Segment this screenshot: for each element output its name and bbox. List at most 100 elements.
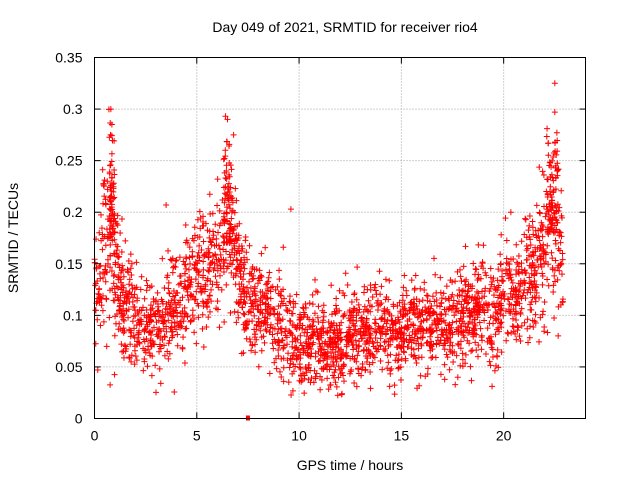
data-point — [107, 106, 114, 113]
data-point — [136, 306, 143, 313]
data-point — [374, 339, 381, 346]
data-point — [400, 312, 407, 319]
data-point — [326, 324, 333, 331]
data-point — [351, 356, 358, 363]
data-point — [487, 274, 494, 281]
data-point — [481, 317, 488, 324]
data-point — [164, 272, 171, 279]
data-point — [258, 250, 265, 257]
data-point — [443, 306, 450, 313]
data-point — [340, 290, 347, 297]
data-point — [111, 271, 118, 278]
data-point — [473, 331, 480, 338]
data-point — [345, 332, 352, 339]
data-point — [475, 271, 482, 278]
data-point — [195, 271, 202, 278]
data-point — [554, 167, 561, 174]
data-point — [254, 302, 261, 309]
data-point — [199, 298, 206, 305]
data-point — [119, 327, 126, 334]
data-point — [191, 315, 198, 322]
data-point — [165, 317, 172, 324]
data-point — [112, 291, 119, 298]
data-point — [481, 293, 488, 300]
data-point — [230, 226, 237, 233]
data-point — [121, 298, 128, 305]
data-point — [309, 322, 316, 329]
data-point — [371, 284, 378, 291]
data-point — [400, 348, 407, 355]
data-point — [468, 285, 475, 292]
data-point — [327, 382, 334, 389]
data-point — [476, 295, 483, 302]
data-point — [109, 210, 116, 217]
data-point — [499, 267, 506, 274]
data-point — [554, 148, 561, 155]
data-point — [544, 329, 551, 336]
data-point — [152, 298, 159, 305]
data-point — [205, 245, 212, 252]
data-point — [163, 323, 170, 330]
data-point — [555, 332, 562, 339]
data-point — [127, 251, 134, 258]
data-point — [444, 354, 451, 361]
data-point — [326, 334, 333, 341]
data-point — [193, 340, 200, 347]
data-point — [479, 288, 486, 295]
data-point — [333, 343, 340, 350]
data-point — [547, 173, 554, 180]
x-tick-label: 10 — [291, 428, 307, 444]
data-point — [241, 311, 248, 318]
data-point — [225, 180, 232, 187]
data-point — [350, 346, 357, 353]
data-point — [377, 291, 384, 298]
data-point — [316, 340, 323, 347]
data-point — [397, 344, 404, 351]
data-point — [200, 218, 207, 225]
data-point — [436, 340, 443, 347]
data-point — [461, 298, 468, 305]
data-point — [263, 327, 270, 334]
data-point — [348, 338, 355, 345]
data-point — [513, 316, 520, 323]
data-point — [522, 295, 529, 302]
data-point — [502, 215, 509, 222]
data-point — [170, 264, 177, 271]
data-point — [387, 367, 394, 374]
data-point — [106, 170, 113, 177]
data-point — [99, 307, 106, 314]
data-point — [332, 379, 339, 386]
data-point — [353, 296, 360, 303]
data-point — [359, 332, 366, 339]
data-point — [436, 303, 443, 310]
data-point — [190, 237, 197, 244]
data-point — [515, 268, 522, 275]
data-point — [121, 342, 128, 349]
data-point — [300, 305, 307, 312]
data-point — [263, 290, 270, 297]
data-point — [141, 355, 148, 362]
y-tick-label: 0 — [75, 411, 83, 427]
data-point — [536, 209, 543, 216]
data-point — [364, 307, 371, 314]
data-point — [411, 352, 418, 359]
data-point — [393, 335, 400, 342]
data-point — [223, 162, 230, 169]
data-point — [518, 266, 525, 273]
data-point — [245, 309, 252, 316]
data-point — [208, 241, 215, 248]
data-point — [497, 311, 504, 318]
data-point — [518, 322, 525, 329]
data-point — [312, 375, 319, 382]
data-point — [392, 357, 399, 364]
data-point — [210, 267, 217, 274]
data-point — [342, 352, 349, 359]
data-point — [98, 225, 105, 232]
data-point — [465, 329, 472, 336]
data-point — [418, 318, 425, 325]
data-point — [320, 317, 327, 324]
data-point — [216, 222, 223, 229]
data-point — [111, 171, 118, 178]
x-tick-label: 15 — [394, 428, 410, 444]
data-point — [301, 375, 308, 382]
